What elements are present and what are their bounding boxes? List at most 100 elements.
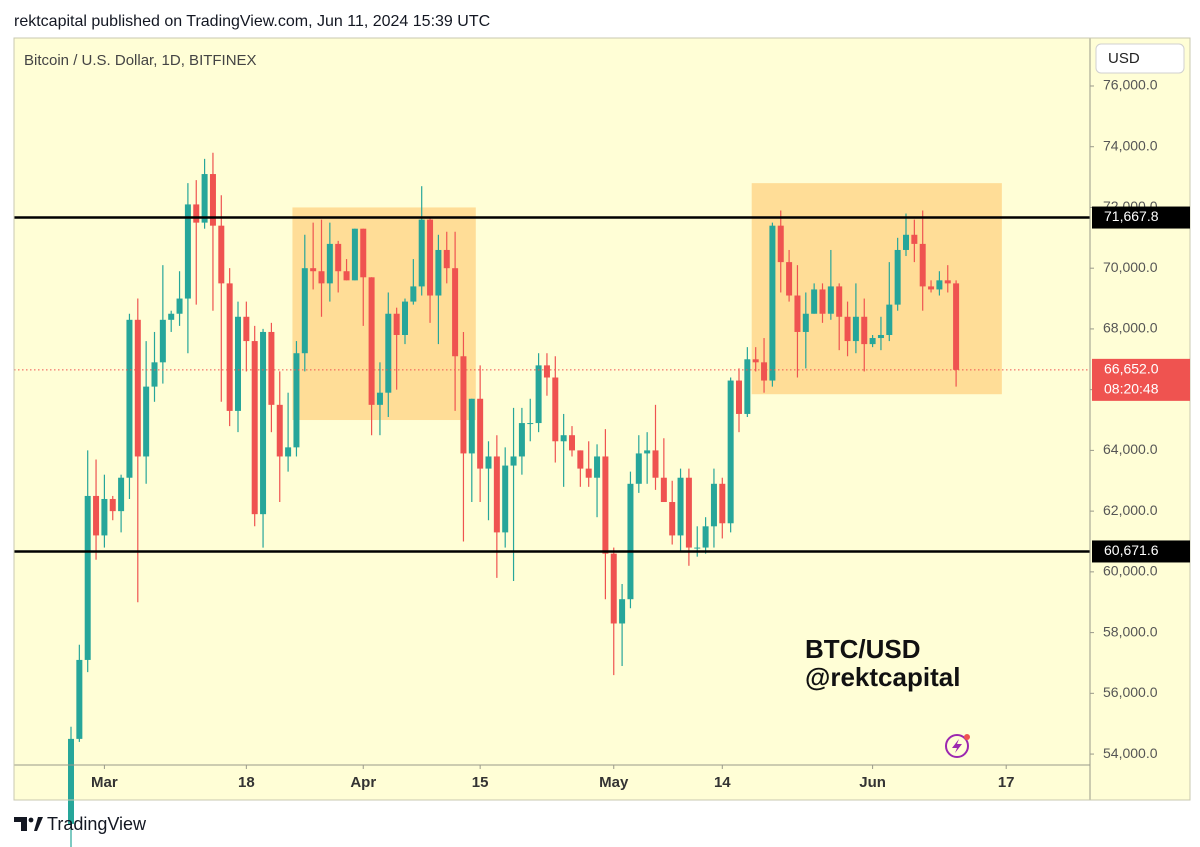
- icon-ring[interactable]: [945, 734, 969, 758]
- candle-body: [76, 659, 83, 739]
- candle-body: [343, 271, 350, 281]
- icon-bolt[interactable]: [952, 739, 962, 753]
- x-tick-label: 17: [998, 774, 1015, 791]
- x-tick-label: 14: [714, 774, 731, 791]
- candle-body: [953, 283, 960, 370]
- candle-body: [126, 319, 133, 478]
- candle-body: [811, 289, 818, 314]
- candle-body: [560, 435, 567, 442]
- candle-body: [594, 456, 601, 478]
- x-tick-label: 15: [472, 774, 489, 791]
- candle-body: [218, 225, 225, 284]
- candle-body: [251, 341, 258, 515]
- currency-label[interactable]: USD: [1108, 50, 1140, 67]
- candle-body: [869, 338, 876, 345]
- candle-body: [68, 738, 74, 824]
- candle-body: [627, 483, 634, 600]
- candle-body: [360, 228, 367, 278]
- level-label-box: [1092, 540, 1190, 563]
- icon-dot[interactable]: [964, 734, 970, 740]
- candle-body: [877, 334, 884, 339]
- candle-body: [143, 386, 150, 457]
- candle-body: [677, 477, 684, 536]
- logo-mark: [34, 817, 43, 831]
- x-tick-label: Apr: [350, 774, 376, 791]
- candle-body: [786, 262, 793, 296]
- x-tick-label: 18: [238, 774, 255, 791]
- candle-body: [727, 380, 734, 524]
- candle-body: [644, 450, 651, 454]
- candle-body: [894, 249, 901, 305]
- candles-layer: [68, 152, 960, 847]
- candle-body: [201, 174, 208, 223]
- y-tick-label: 68,000.0: [1103, 320, 1158, 336]
- candle-body: [376, 392, 383, 405]
- candle-body: [243, 316, 250, 342]
- last-price-label: 66,652.0: [1104, 361, 1159, 377]
- candle-body: [485, 456, 492, 469]
- candle-body: [402, 301, 408, 335]
- candle-body: [226, 283, 233, 411]
- candle-body: [209, 174, 216, 226]
- x-tick-label: Jun: [859, 774, 886, 791]
- candle-body: [335, 243, 342, 272]
- candle-body: [802, 313, 809, 332]
- y-tick-label: 58,000.0: [1103, 623, 1158, 639]
- candle-body: [903, 234, 909, 250]
- candle-body: [844, 316, 851, 342]
- overlay-layer: [14, 216, 1090, 553]
- candle-body: [602, 456, 609, 554]
- candle-body: [435, 249, 442, 296]
- lightning-icon[interactable]: [945, 734, 970, 758]
- publish-header: rektcapital published on TradingView.com…: [14, 13, 490, 30]
- candle-body: [318, 271, 325, 284]
- candle-body: [268, 331, 275, 405]
- candle-body: [919, 243, 926, 287]
- level-label: 60,671.6: [1104, 542, 1159, 558]
- footer-brand: TradingView: [47, 814, 147, 834]
- range-box: [292, 207, 476, 421]
- candle-body: [176, 298, 183, 314]
- candle-body: [585, 468, 592, 478]
- candle-body: [794, 295, 801, 332]
- level-label-box: [1092, 206, 1190, 229]
- candle-body: [852, 316, 859, 342]
- countdown-label: 08:20:48: [1104, 381, 1159, 397]
- candle-body: [385, 313, 392, 393]
- candle-body: [752, 359, 759, 363]
- candle-body: [326, 243, 333, 284]
- candle-body: [719, 483, 726, 524]
- candle-body: [502, 465, 509, 533]
- y-tick-label: 70,000.0: [1103, 259, 1158, 275]
- symbol-title: Bitcoin / U.S. Dollar, 1D, BITFINEX: [24, 52, 257, 69]
- chart-frame: [13, 37, 1191, 801]
- candle-body: [151, 362, 158, 387]
- candle-body: [493, 456, 500, 533]
- candle-body: [410, 286, 417, 302]
- chart-background: [14, 38, 1190, 800]
- y-tick-label: 56,000.0: [1103, 684, 1158, 700]
- candle-body: [769, 225, 776, 381]
- candle-body: [118, 477, 125, 512]
- candle-body: [518, 423, 525, 457]
- candle-body: [427, 219, 434, 296]
- currency-button[interactable]: [1095, 43, 1185, 74]
- candle-body: [685, 477, 692, 548]
- logo-mark: [14, 817, 27, 831]
- candle-body: [93, 495, 100, 536]
- candle-body: [351, 228, 358, 281]
- candle-body: [527, 423, 534, 425]
- candle-body: [552, 377, 559, 442]
- candle-body: [827, 286, 834, 314]
- candle-body: [736, 380, 742, 414]
- candle-body: [619, 599, 626, 624]
- candle-body: [944, 280, 951, 284]
- candle-body: [777, 225, 784, 263]
- y-tick-label: 54,000.0: [1103, 745, 1158, 761]
- x-tick-label: May: [599, 774, 629, 791]
- last-price-box: [1092, 358, 1190, 401]
- candle-body: [652, 450, 659, 478]
- candle-body: [452, 268, 459, 357]
- candle-body: [510, 456, 517, 466]
